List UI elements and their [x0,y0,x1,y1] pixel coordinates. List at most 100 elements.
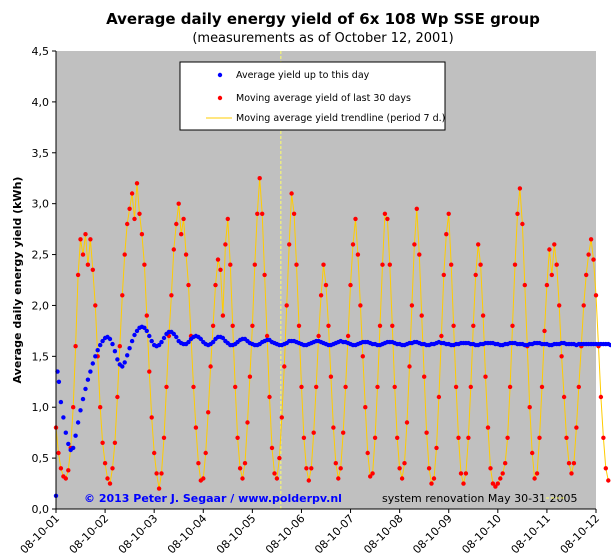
moving-average-point [507,384,513,390]
moving-average-point [147,369,152,374]
moving-average-point [250,323,255,328]
y-tick-label: 1,0 [32,401,50,414]
moving-average-point [355,252,361,257]
y-tick-label: 4,5 [32,45,50,58]
moving-average-point [581,303,586,308]
moving-average-point [368,474,373,479]
average-yield-point [198,336,203,342]
moving-average-point [314,384,319,390]
legend-label-moving: Moving average yield of last 30 days [236,93,411,104]
moving-average-point [478,262,483,267]
moving-average-point [584,272,589,278]
legend-box [179,61,446,131]
moving-average-point [387,262,392,267]
moving-average-point [471,323,476,328]
moving-average-point [512,262,518,267]
moving-average-point [598,394,604,400]
average-yield-point [98,342,103,348]
moving-average-point [142,262,147,267]
average-yield-point [93,354,98,359]
moving-average-point [277,455,282,461]
moving-average-point [90,267,96,272]
moving-average-point [451,323,456,328]
moving-average-point [274,476,280,481]
moving-average-point [115,394,120,400]
moving-average-point [564,435,569,440]
x-tick-label: 08-10-05 [214,512,259,557]
moving-average-point [544,282,550,288]
moving-average-point [409,303,415,308]
moving-average-point [63,476,68,481]
moving-average-point [571,461,577,466]
average-yield-point [78,408,83,413]
moving-average-point [343,384,348,390]
y-tick-label: 3,0 [32,198,50,211]
moving-average-point [392,384,397,390]
moving-average-point [446,211,451,216]
moving-average-point [461,481,466,486]
average-yield-point [120,364,125,369]
moving-average-point [196,461,201,466]
moving-average-point [56,450,61,456]
moving-average-point [503,461,508,466]
moving-average-point [468,384,473,390]
moving-average-point [117,344,123,349]
x-tick-label: 08-10-08 [361,512,406,557]
average-yield-layer [53,324,611,498]
moving-average-point [530,450,535,456]
moving-average-point [372,435,378,440]
moving-average-point [476,242,481,247]
moving-average-point [233,384,238,390]
moving-average-point [242,461,248,466]
average-yield-point [134,328,140,334]
moving-average-point [449,262,454,267]
y-tick-label: 0,5 [32,452,50,465]
moving-average-point [193,425,199,430]
moving-average-point [552,242,557,247]
moving-average-point [262,272,267,278]
moving-average-point [561,394,567,400]
moving-average-point [547,247,552,252]
moving-average-point [213,282,218,288]
average-yield-point [125,353,130,358]
moving-average-point [559,354,564,359]
moving-average-point [206,410,211,415]
moving-average-point [348,282,353,288]
moving-average-point [495,481,500,486]
y-tick-label: 3,5 [32,147,50,160]
moving-average-point [191,384,196,390]
moving-average-layer [53,176,611,491]
average-yield-point [80,396,86,402]
moving-average-point [282,364,287,369]
average-yield-point [63,430,68,435]
moving-average-point [493,484,498,489]
y-axis-ticks: 0,0 0,5 1,0 1,5 2,0 2,5 3,0 3,5 4,0 4,5 [32,45,56,516]
trendline-layer [55,178,609,489]
moving-average-point [510,323,515,328]
moving-average-point [287,242,292,247]
moving-average-point [85,262,91,267]
moving-average-point [534,471,540,476]
moving-average-point [336,476,341,481]
moving-average-point [350,242,356,247]
moving-average-point [215,257,221,262]
x-tick-label: 08-10-10 [459,512,504,557]
moving-average-point [338,466,343,471]
moving-average-point [360,354,365,359]
moving-average-point [517,186,523,191]
moving-average-point [422,374,427,379]
moving-average-point [399,476,405,481]
moving-average-point [260,211,265,216]
moving-average-point [603,466,608,471]
trendline [55,178,609,489]
moving-average-point [488,466,493,471]
average-yield-point [210,339,216,345]
moving-average-point [412,242,417,247]
moving-average-point [306,478,311,483]
moving-average-point [382,211,388,216]
average-yield-point [83,386,88,392]
average-yield-point [159,339,164,345]
moving-average-point [429,481,434,486]
legend-marker-average [217,72,223,78]
